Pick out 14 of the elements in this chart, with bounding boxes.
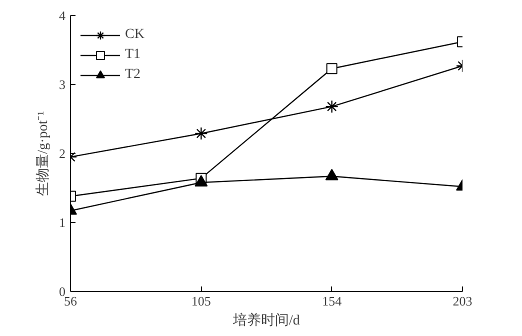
y-tick-label: 1	[59, 215, 66, 230]
x-tick-label: 203	[452, 294, 472, 308]
x-axis-title: 培养时间/d	[232, 312, 300, 328]
y-tick-label: 2	[59, 146, 66, 161]
x-tick-label: 105	[191, 294, 211, 308]
y-axis-title: 生物量/g·pot⁻¹	[35, 111, 51, 196]
y-tick-label: 3	[59, 77, 66, 92]
legend-label: T2	[125, 67, 142, 83]
y-tick-label: 4	[59, 8, 66, 23]
y-tick-label: 0	[59, 284, 66, 299]
legend-label: CK	[125, 27, 145, 43]
x-tick-label: 154	[322, 294, 342, 308]
x-tick-label: 56	[64, 294, 78, 308]
legend-label: T1	[125, 47, 142, 63]
